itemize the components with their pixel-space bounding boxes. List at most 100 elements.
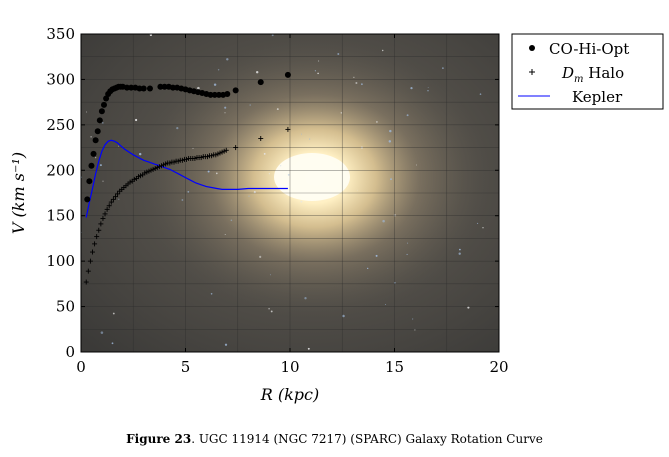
background-star xyxy=(263,153,266,155)
background-star xyxy=(375,120,378,123)
background-star xyxy=(268,307,270,310)
background-star xyxy=(192,147,194,149)
y-tick-label: 200 xyxy=(46,161,75,179)
dm-halo-point xyxy=(102,211,108,217)
background-star xyxy=(301,133,303,135)
co-hi-opt-point xyxy=(96,117,103,124)
co-hi-opt-point xyxy=(146,85,153,92)
background-star xyxy=(197,86,200,90)
background-star xyxy=(318,60,320,62)
background-star xyxy=(467,306,470,309)
background-star xyxy=(309,138,311,140)
background-star xyxy=(270,274,271,276)
background-star xyxy=(314,70,317,72)
background-star xyxy=(259,255,262,258)
background-star xyxy=(213,83,217,86)
background-star xyxy=(340,112,342,114)
background-star xyxy=(459,248,461,251)
background-star xyxy=(100,331,104,334)
y-tick-label: 0 xyxy=(65,343,75,361)
background-star xyxy=(207,170,210,173)
background-star xyxy=(230,219,233,222)
background-star xyxy=(416,164,417,166)
dm-halo-point xyxy=(83,279,89,285)
background-star xyxy=(268,173,271,175)
background-star xyxy=(102,180,104,182)
background-star xyxy=(226,58,229,61)
dm-halo-point xyxy=(98,221,104,227)
background-star xyxy=(393,214,397,217)
y-axis-label: V (km s⁻¹) xyxy=(9,152,28,234)
background-star xyxy=(270,310,273,313)
dm-halo-point xyxy=(85,268,91,274)
y-tick-label: 150 xyxy=(46,207,75,225)
co-hi-opt-point xyxy=(169,84,176,91)
background-star xyxy=(300,200,303,203)
background-star xyxy=(477,222,479,224)
grid xyxy=(81,34,499,352)
background-star xyxy=(135,118,138,122)
dm-halo-point xyxy=(233,145,239,151)
x-tick-label: 20 xyxy=(489,358,508,376)
background-star xyxy=(337,53,340,55)
co-hi-opt-point xyxy=(90,150,97,157)
background-star xyxy=(410,86,413,90)
co-hi-opt-point xyxy=(140,85,147,92)
background-star xyxy=(479,93,482,95)
background-star xyxy=(307,347,310,350)
background-star xyxy=(112,312,115,315)
background-star xyxy=(101,122,104,124)
background-star xyxy=(90,136,92,138)
background-star xyxy=(406,114,409,117)
dm-halo-point xyxy=(94,234,100,240)
background-star xyxy=(482,227,484,229)
series-dm-halo xyxy=(83,126,291,285)
co-hi-opt-point xyxy=(161,83,168,90)
x-axis-label: R (kpc) xyxy=(260,385,320,404)
background-star xyxy=(458,252,461,255)
background-star xyxy=(181,199,184,201)
legend: CO-Hi-Opt Dm Halo Kepler xyxy=(511,33,664,110)
dm-halo-point xyxy=(115,191,121,197)
legend-label-kepler: Kepler xyxy=(572,88,623,106)
background-star xyxy=(342,314,345,318)
background-star xyxy=(210,292,213,295)
co-hi-opt-point xyxy=(86,178,93,185)
background-star xyxy=(111,342,114,345)
y-tick-label: 350 xyxy=(46,25,75,43)
legend-marker-dm-halo xyxy=(529,69,535,75)
y-tick-label: 50 xyxy=(56,298,75,316)
co-hi-opt-point xyxy=(207,91,214,98)
background-star xyxy=(255,70,259,74)
background-star xyxy=(382,219,385,223)
co-hi-opt-point xyxy=(157,83,164,90)
y-axis: 0 50 100 150 200 250 300 350 xyxy=(46,25,499,361)
background-star xyxy=(249,104,251,106)
y-tick-label: 100 xyxy=(46,252,75,270)
dm-halo-point xyxy=(92,241,98,247)
background-star xyxy=(355,81,358,85)
series-co-hi-opt xyxy=(84,71,291,203)
y-tick-label: 250 xyxy=(46,116,75,134)
legend-label-dm-halo: Dm Halo xyxy=(561,64,624,85)
background-star xyxy=(375,254,378,257)
co-hi-opt-point xyxy=(224,90,231,97)
background-star xyxy=(287,174,290,176)
legend-marker-co-hi-opt xyxy=(529,45,535,51)
dm-halo-point xyxy=(106,203,112,209)
x-tick-label: 10 xyxy=(280,358,299,376)
background-star xyxy=(217,69,220,71)
figure-caption: Figure 23. UGC 11914 (NGC 7217) (SPARC) … xyxy=(0,432,669,446)
dm-halo-point xyxy=(223,147,229,153)
background-star xyxy=(187,191,190,193)
background-star xyxy=(138,152,142,156)
background-star xyxy=(117,145,119,147)
legend-label-co-hi-opt: CO-Hi-Opt xyxy=(549,40,629,58)
background-star xyxy=(271,34,274,37)
y-tick-label: 300 xyxy=(46,70,75,88)
dm-halo-point xyxy=(100,215,106,221)
background-star xyxy=(411,318,414,320)
dm-halo-point xyxy=(110,196,116,202)
dm-halo-point xyxy=(87,258,93,264)
